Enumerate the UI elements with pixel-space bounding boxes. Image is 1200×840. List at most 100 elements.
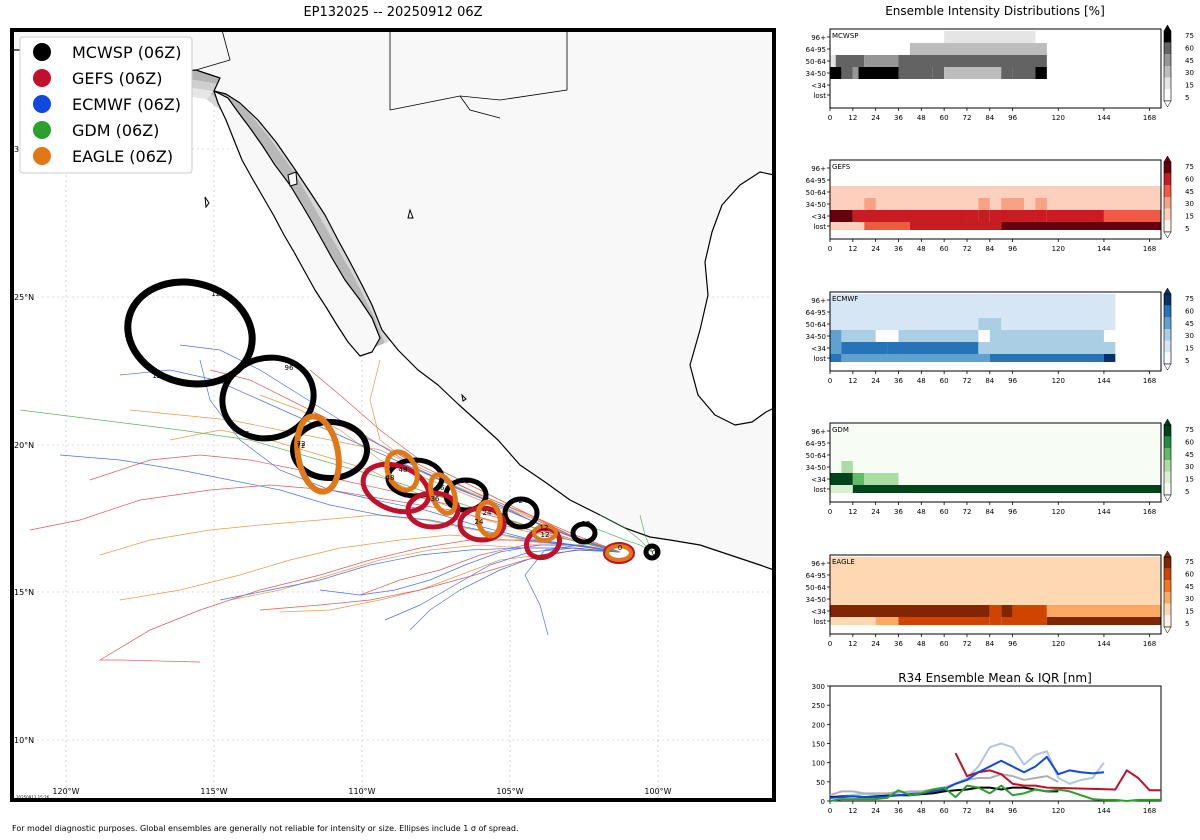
x-tick-label: 120 <box>1052 508 1065 516</box>
x-tick-label: 60 <box>940 508 949 516</box>
heatmap-cell <box>875 617 899 625</box>
ellipse-label: 36 <box>436 484 445 492</box>
colorbar-extend-top <box>1163 155 1172 163</box>
mcwsp-ellipses <box>124 278 661 561</box>
colorbar-segment <box>1164 162 1171 174</box>
heatmap-cell <box>830 294 1116 306</box>
colorbar-tick-label: 45 <box>1185 583 1194 591</box>
heatmap-cell <box>1035 198 1047 210</box>
x-tick-label: 144 <box>1097 807 1111 815</box>
y-tick-label: <34 <box>811 608 826 616</box>
heatmap-cell <box>830 485 853 493</box>
y-tick-label: 64-95 <box>806 309 826 317</box>
x-tick-label: 96 <box>1008 377 1017 385</box>
colorbar-segment <box>1164 592 1171 604</box>
ellipse-label: 96 <box>285 364 294 372</box>
mcwsp-ellipse <box>290 419 370 481</box>
x-tick-label: 168 <box>1143 245 1156 253</box>
heatmap-cell <box>1001 198 1025 210</box>
y-tick-label: 34-50 <box>806 201 826 209</box>
heatmap-cell <box>835 55 865 67</box>
heatmap-cell <box>841 330 876 342</box>
heatmap-cell <box>944 31 1036 43</box>
y-tick-label: 200 <box>812 721 825 729</box>
y-tick-label: 250 <box>812 702 825 710</box>
ellipse-label: 0 <box>618 544 622 552</box>
land-mexico <box>12 30 774 571</box>
heatmap-cell <box>978 318 1002 330</box>
mcwsp-ellipse <box>219 354 317 442</box>
heatmap-cell <box>864 473 899 485</box>
heatmap-cell <box>830 306 1116 318</box>
x-tick-label: 24 <box>871 377 880 385</box>
colorbar-tick-label: 30 <box>1185 463 1194 471</box>
colorbar-segment <box>1164 185 1171 197</box>
y-tick-label: 0 <box>821 798 825 806</box>
heatmap-cell <box>858 67 899 79</box>
heatmap-cell <box>830 210 853 222</box>
heatmap-panel-label: GDM <box>832 426 849 434</box>
colorbar-tick-label: 15 <box>1185 345 1194 353</box>
y-tick-label: 96+ <box>811 297 826 305</box>
x-tick-label: 84 <box>985 377 994 385</box>
colorbar-tick-label: 45 <box>1185 57 1194 65</box>
colorbar-tick-label: 60 <box>1185 438 1194 446</box>
y-tick-label: lost <box>813 223 826 231</box>
heatmap-cell <box>852 485 1161 493</box>
x-tick-label: 168 <box>1143 508 1156 516</box>
colorbar-tick-label: 15 <box>1185 213 1194 221</box>
colorbar-segment <box>1164 425 1171 437</box>
heatmap-cell <box>1035 210 1047 222</box>
mcwsp-ellipse <box>502 496 540 530</box>
heatmap-cell <box>1012 605 1047 617</box>
colorbar-segment <box>1164 66 1171 78</box>
heatmap-cell <box>864 55 899 67</box>
colorbar-segment <box>1164 340 1171 353</box>
colorbar-tick-label: 5 <box>1185 94 1189 102</box>
x-tick-label: 96 <box>1008 245 1017 253</box>
colorbar-segment <box>1164 448 1171 460</box>
colorbar-segment <box>1164 568 1171 581</box>
colorbar-tick-label: 60 <box>1185 44 1194 52</box>
r34-series-gdm <box>829 784 1161 802</box>
eagle-ellipse <box>294 413 342 495</box>
heatmap-frame <box>829 422 1162 503</box>
colorbar-tick-label: 30 <box>1185 69 1194 77</box>
x-tick-label: 36 <box>894 245 903 253</box>
heatmap-cell <box>1035 67 1047 79</box>
y-tick-label: 64-95 <box>806 46 826 54</box>
mcwsp-ellipse <box>570 521 598 545</box>
ellipse-label: 24 <box>519 497 528 505</box>
heatmap-cell <box>841 461 853 473</box>
x-tick-label: 24 <box>871 114 880 122</box>
colorbar-tick-label: 30 <box>1185 332 1194 340</box>
heatmap-cell <box>898 67 933 79</box>
colorbar-tick-label: 15 <box>1185 476 1194 484</box>
x-tick-label: 12 <box>848 640 857 648</box>
colorbar-tick-label: 75 <box>1185 163 1194 171</box>
heatmap-cell <box>830 198 1161 210</box>
x-tick-label: 48 <box>917 114 926 122</box>
x-tick-label: 168 <box>1143 377 1156 385</box>
x-tick-label: 60 <box>940 640 949 648</box>
x-tick-label: 72 <box>963 114 972 122</box>
colorbar-segment <box>1164 317 1171 329</box>
r34-title: R34 Ensemble Mean & IQR [nm] <box>898 671 1092 685</box>
ellipse-label: 72 <box>297 442 306 450</box>
colorbar-segment <box>1164 329 1171 341</box>
heatmap-cell <box>830 425 1161 437</box>
colorbar-extend-top <box>1163 418 1172 426</box>
colorbar-tick-label: 60 <box>1185 175 1194 183</box>
colorbar-tick-label: 60 <box>1185 570 1194 578</box>
heatmap-cell <box>830 354 842 362</box>
heatmap-cell <box>932 67 945 79</box>
x-tick-label: 84 <box>985 508 994 516</box>
colorbar-segment <box>1164 352 1171 364</box>
ellipse-label: 120 <box>152 372 165 380</box>
y-tick-label: <34 <box>811 82 826 90</box>
colorbar-tick-label: 60 <box>1185 307 1194 315</box>
heatmap-eagle: EAGLE 96+ 64-95 50-64 34-50 <34 lost 0 12 24 36 48 6… <box>806 550 1194 648</box>
ellipse-label: 12 <box>541 531 550 539</box>
map-panel: 0 12 24 36 48 72 96 120 96 120 12 24 36 … <box>10 28 776 802</box>
x-tick-label: 96 <box>1008 807 1017 815</box>
